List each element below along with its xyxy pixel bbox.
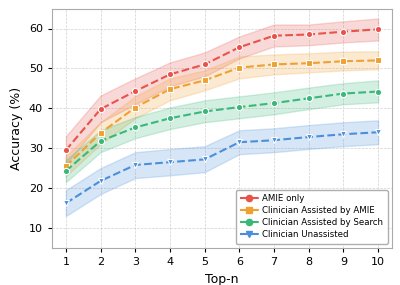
Legend: AMIE only, Clinician Assisted by AMIE, Clinician Assisted by Search, Clinician U: AMIE only, Clinician Assisted by AMIE, C… — [236, 190, 388, 244]
Y-axis label: Accuracy (%): Accuracy (%) — [10, 87, 23, 170]
X-axis label: Top-n: Top-n — [205, 272, 239, 285]
